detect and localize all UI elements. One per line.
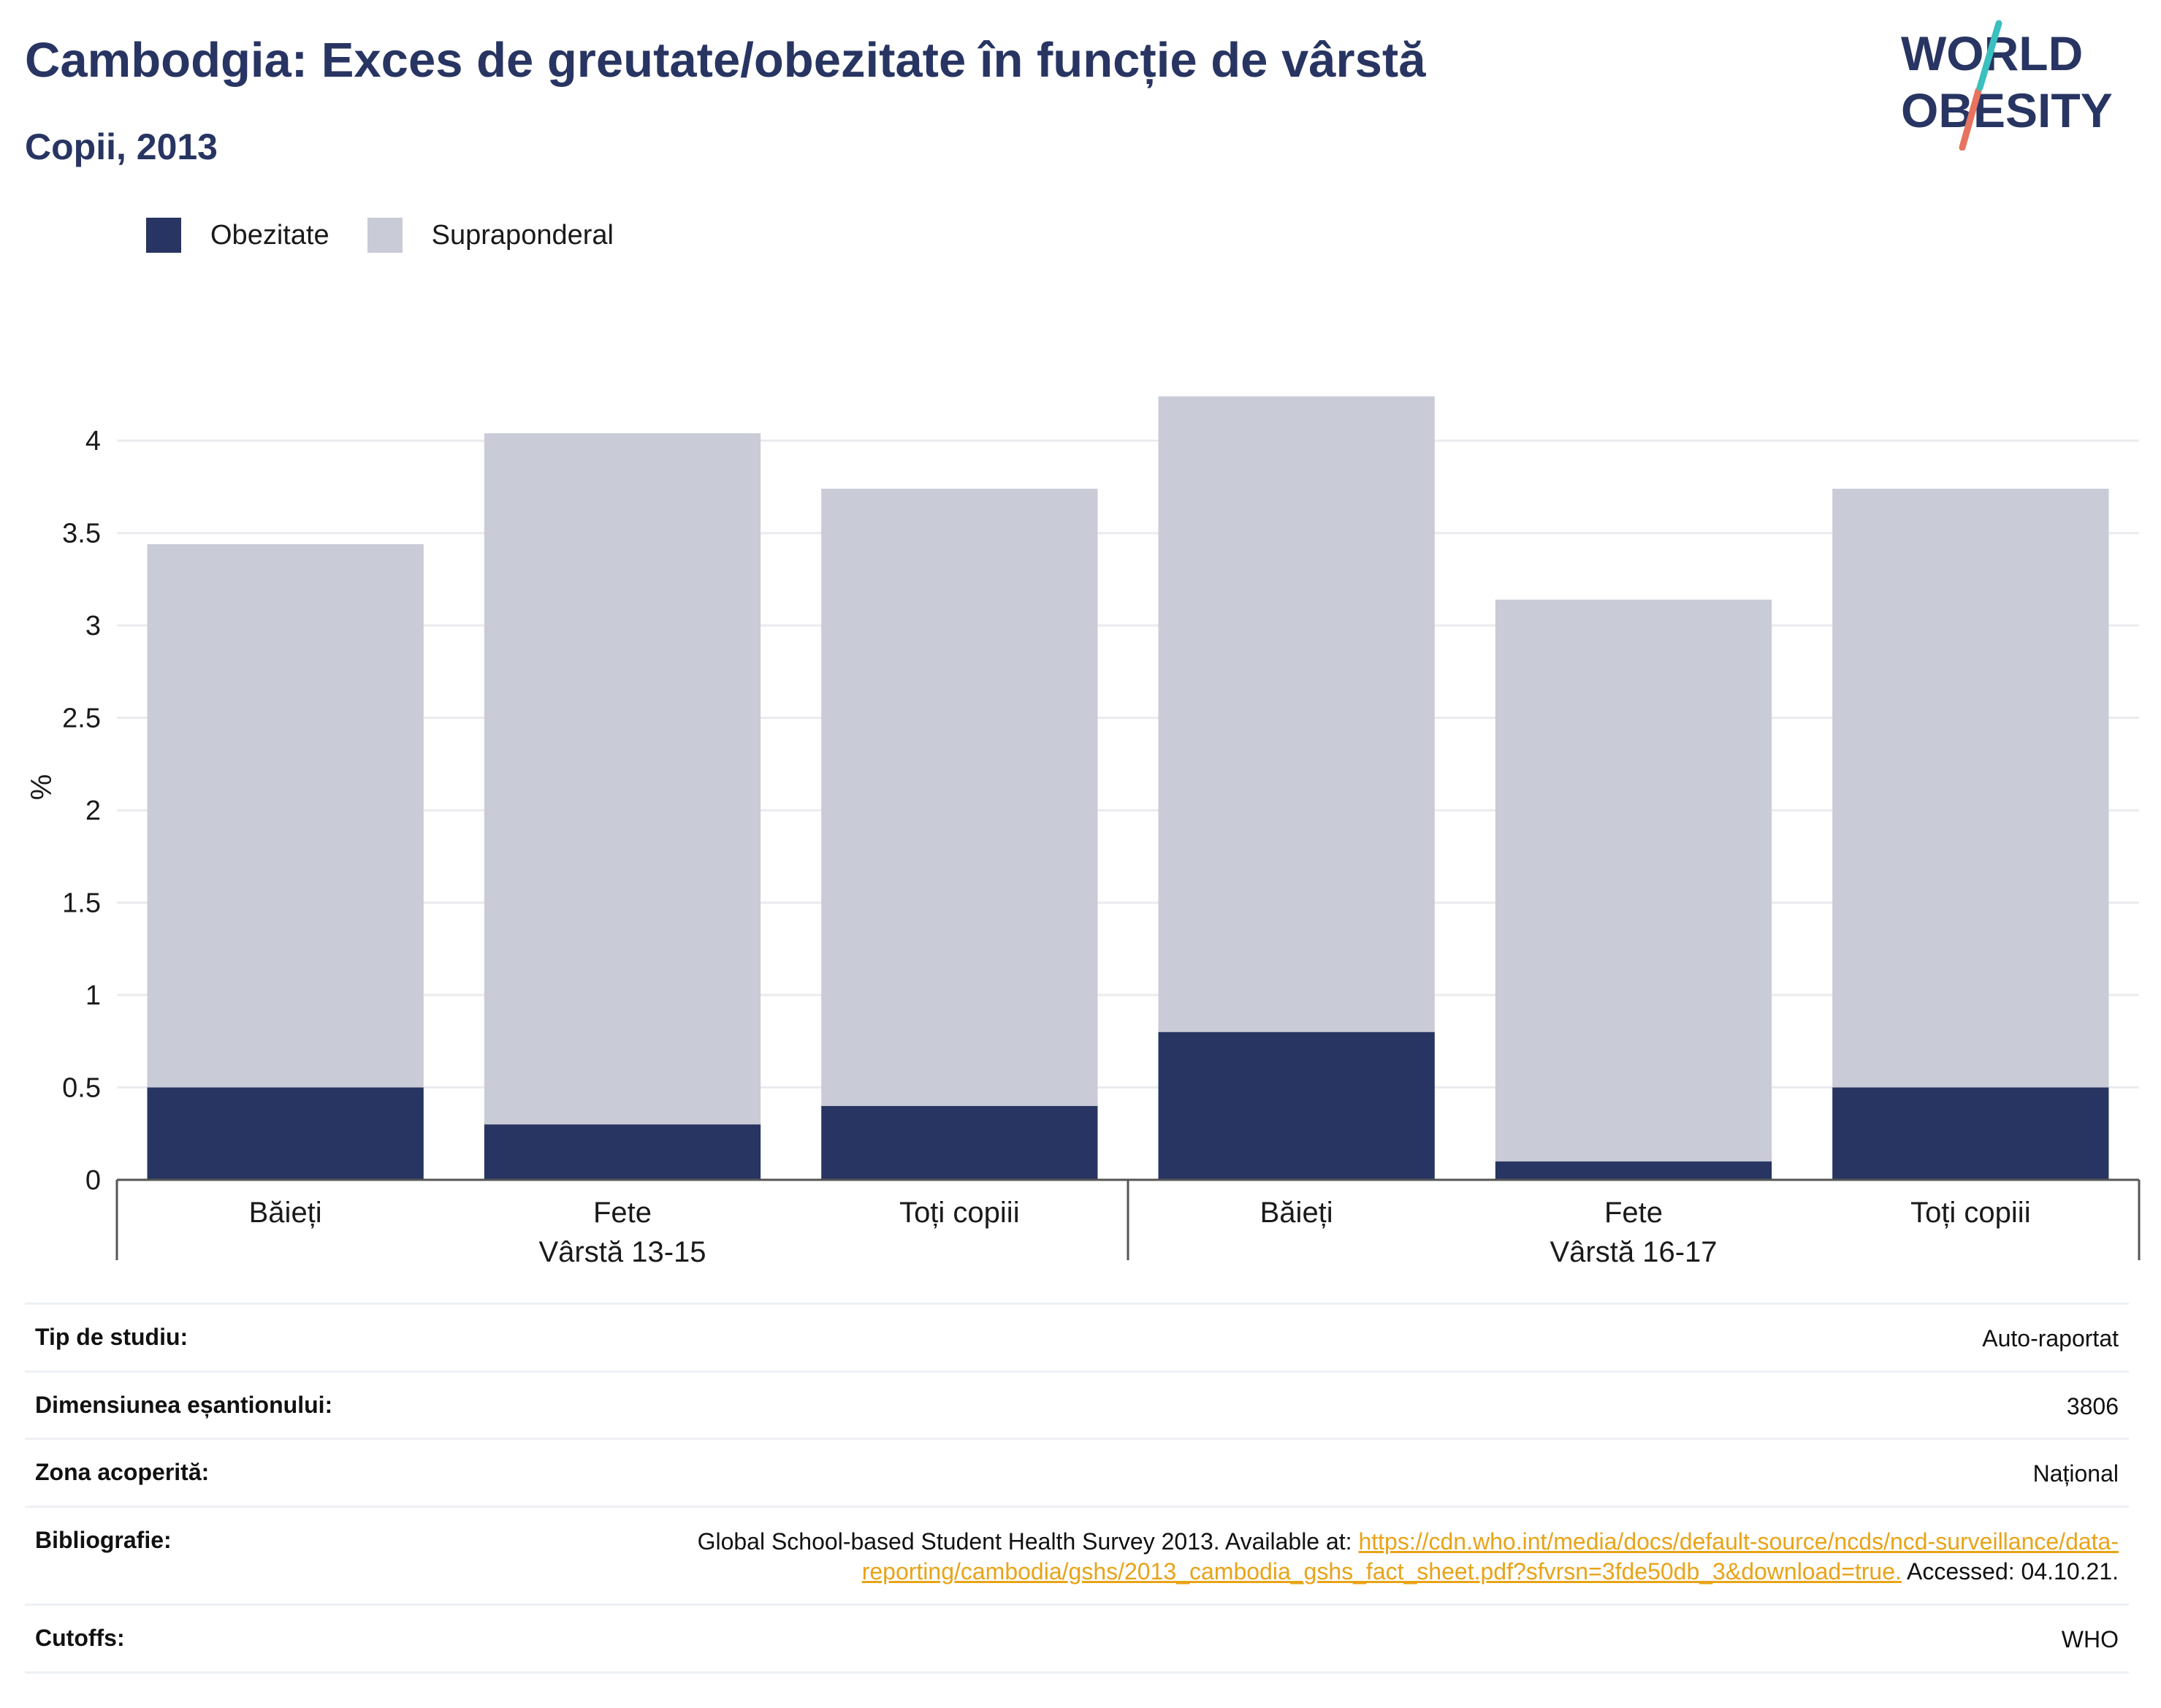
- bar-obezitate: [1158, 1032, 1435, 1180]
- info-key-cutoffs: Cutoffs:: [35, 1624, 125, 1651]
- bar-supraponderal: [484, 433, 761, 1125]
- x-tick-label: Toți copiii: [899, 1197, 1020, 1229]
- y-tick-label: 0: [85, 1165, 101, 1196]
- legend-item-obezitate: Obezitate: [146, 218, 329, 253]
- info-row-sample-size: Dimensiunea eșantionului: 3806: [25, 1373, 2129, 1441]
- info-key-study-type: Tip de studiu:: [35, 1324, 188, 1350]
- info-row-area: Zona acoperită: Național: [25, 1440, 2129, 1508]
- x-tick-label: Băieți: [1260, 1197, 1333, 1229]
- info-value-cutoffs: WHO: [2061, 1625, 2119, 1652]
- bar-obezitate: [1495, 1161, 1772, 1180]
- x-tick-label: Fete: [593, 1197, 652, 1229]
- group-label: Vârstă 13-15: [538, 1236, 706, 1268]
- info-row-bibliography: Bibliografie: Global School-based Studen…: [25, 1508, 2129, 1606]
- legend-label-supraponderal: Supraponderal: [431, 219, 614, 251]
- bar-supraponderal: [1158, 396, 1435, 1032]
- y-tick-label: 3.5: [62, 519, 101, 549]
- y-tick-label: 3: [85, 611, 101, 641]
- y-tick-label: 2: [85, 796, 101, 826]
- bar-supraponderal: [1832, 489, 2109, 1088]
- info-value-sample-size: 3806: [2066, 1392, 2119, 1419]
- y-tick-label: 0.5: [62, 1073, 101, 1104]
- bar-supraponderal: [147, 544, 424, 1088]
- logo-slash-top: [1976, 20, 2002, 91]
- legend-swatch-obezitate: [146, 218, 181, 253]
- y-axis-title: %: [26, 774, 58, 801]
- info-value-bibliography: Global School-based Student Health Surve…: [621, 1527, 2119, 1587]
- bar-supraponderal: [1495, 599, 1772, 1162]
- info-key-sample-size: Dimensiunea eșantionului:: [35, 1391, 333, 1418]
- world-obesity-logo: WORLD OBESITY: [1901, 20, 2113, 150]
- legend-label-obezitate: Obezitate: [210, 219, 329, 251]
- bar-obezitate: [1832, 1087, 2109, 1180]
- info-value-study-type: Auto-raportat: [1982, 1325, 2119, 1351]
- bar-obezitate: [147, 1087, 424, 1180]
- info-row-cutoffs: Cutoffs: WHO: [25, 1606, 2129, 1674]
- legend-item-supraponderal: Supraponderal: [367, 218, 614, 253]
- info-value-area: Național: [2032, 1460, 2119, 1487]
- info-key-bibliography: Bibliografie:: [35, 1526, 172, 1553]
- info-row-study-type: Tip de studiu: Auto-raportat: [25, 1303, 2129, 1373]
- y-tick-label: 1: [85, 980, 101, 1011]
- chart-legend: Obezitate Supraponderal: [146, 218, 652, 253]
- bar-obezitate: [821, 1105, 1098, 1180]
- bar-chart: 0 0.5 1 1.5 2 2.5 3 3.5 4% Băieți Fete Toți copiii B…: [26, 396, 2141, 1268]
- y-tick-label: 4: [85, 426, 101, 457]
- legend-swatch-supraponderal: [367, 218, 403, 253]
- bar-supraponderal: [821, 489, 1098, 1106]
- y-tick-label: 1.5: [62, 888, 101, 919]
- group-label: Vârstă 16-17: [1550, 1236, 1717, 1268]
- bibliography-text: Global School-based Student Health Surve…: [697, 1528, 1359, 1555]
- x-tick-label: Toți copiii: [1910, 1197, 2031, 1229]
- logo-slash-bottom: [1959, 87, 1982, 150]
- info-table: Tip de studiu: Auto-raportat Dimensiunea…: [25, 1303, 2129, 1674]
- x-tick-label: Fete: [1604, 1197, 1663, 1229]
- chart-subtitle: Copii, 2013: [25, 126, 218, 167]
- bar-obezitate: [484, 1124, 761, 1180]
- logo-line2: OBESITY: [1901, 83, 2113, 137]
- info-key-area: Zona acoperită:: [35, 1459, 210, 1486]
- y-tick-label: 2.5: [62, 704, 101, 734]
- chart-title: Cambodgia: Exces de greutate/obezitate î…: [25, 33, 1426, 88]
- x-tick-label: Băieți: [249, 1197, 322, 1229]
- bibliography-link[interactable]: https://cdn.who.int/media/docs/default-s…: [861, 1528, 2119, 1585]
- bibliography-accessed: Accessed: 04.10.21.: [1901, 1558, 2119, 1585]
